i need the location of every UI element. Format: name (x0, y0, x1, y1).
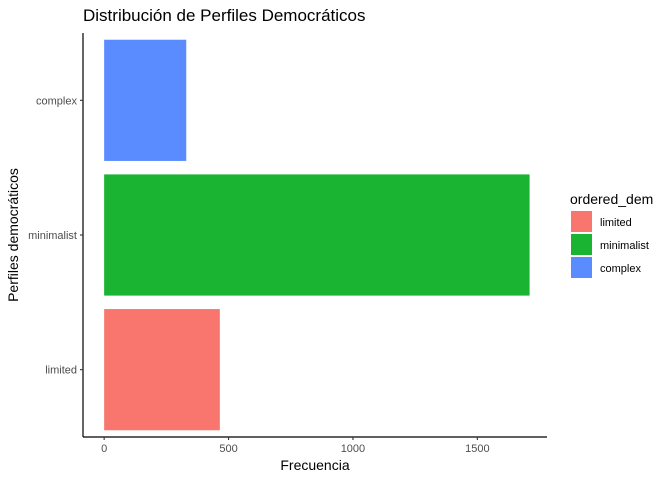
legend-label-complex: complex (600, 263, 641, 275)
x-axis-ticks: 0 500 1000 1500 (101, 437, 490, 455)
x-tick-label-500: 500 (219, 443, 237, 455)
y-axis-ticks: limited minimalist complex (28, 95, 83, 377)
x-tick-label-0: 0 (101, 443, 107, 455)
legend-key-minimalist (571, 234, 592, 255)
y-tick-label-complex: complex (36, 95, 77, 107)
bars-group (104, 39, 530, 431)
legend: ordered_dem limited minimalist complex (570, 191, 653, 278)
bar-minimalist (104, 174, 530, 296)
bar-complex (104, 39, 187, 161)
x-tick-label-1500: 1500 (465, 443, 489, 455)
y-axis-title: Perfiles democráticos (5, 168, 21, 302)
y-tick-label-minimalist: minimalist (28, 230, 77, 242)
y-tick-label-limited: limited (45, 365, 77, 377)
x-tick-label-1000: 1000 (341, 443, 365, 455)
legend-title: ordered_dem (570, 191, 653, 207)
x-axis-title: Frecuencia (280, 457, 349, 473)
legend-key-complex (571, 257, 592, 278)
legend-label-limited: limited (600, 217, 632, 229)
legend-key-limited (571, 211, 592, 232)
chart-title: Distribución de Perfiles Democráticos (83, 6, 366, 25)
legend-label-minimalist: minimalist (600, 240, 649, 252)
bar-limited (104, 309, 220, 431)
